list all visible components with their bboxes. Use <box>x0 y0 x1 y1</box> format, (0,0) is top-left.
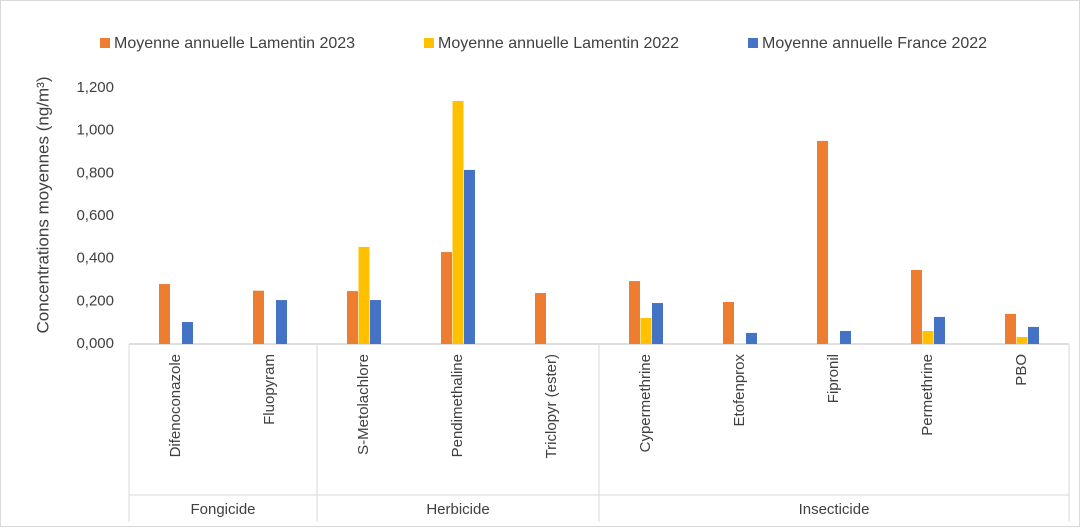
legend-swatch <box>748 38 758 48</box>
x-tick-label: Fipronil <box>825 354 842 403</box>
bar <box>253 290 264 344</box>
y-tick-label: 0,000 <box>76 335 114 352</box>
legend-label: Moyenne annuelle France 2022 <box>762 35 987 52</box>
x-tick-label: S-Metolachlore <box>355 354 372 455</box>
y-tick-label: 1,000 <box>76 122 114 139</box>
bar <box>464 169 475 344</box>
x-tick-label: PBO <box>1013 354 1030 386</box>
y-tick-label: 0,600 <box>76 207 114 224</box>
legend-label: Moyenne annuelle Lamentin 2023 <box>114 35 355 52</box>
x-tick-label: Triclopyr (ester) <box>543 354 560 458</box>
bar <box>840 330 851 344</box>
bar <box>276 300 287 344</box>
bar <box>358 246 370 344</box>
bar <box>347 291 358 344</box>
bar <box>746 332 757 344</box>
bar <box>452 101 464 344</box>
bar <box>182 322 193 344</box>
y-tick-label: 1,200 <box>76 79 114 96</box>
bar <box>640 317 652 344</box>
y-tick-label: 0,200 <box>76 292 114 309</box>
bar <box>817 140 828 344</box>
bar <box>1028 326 1039 344</box>
x-tick-label: Difenoconazole <box>167 354 184 457</box>
x-tick-label: Cypermethrine <box>637 354 654 452</box>
bar <box>1005 313 1016 344</box>
bar <box>911 269 922 344</box>
bar <box>652 303 663 344</box>
bar <box>934 316 945 344</box>
y-tick-label: 0,400 <box>76 250 114 267</box>
bar <box>629 281 640 344</box>
x-tick-label: Fluopyram <box>261 354 278 425</box>
legend-label: Moyenne annuelle Lamentin 2022 <box>438 35 679 52</box>
x-tick-label: Pendimethaline <box>449 354 466 457</box>
group-label: Insecticide <box>799 501 870 518</box>
x-tick-label: Etofenprox <box>731 354 748 427</box>
group-label: Herbicide <box>426 501 489 518</box>
y-axis-label: Concentrations moyennes (ng/m³) <box>33 76 52 333</box>
bar <box>535 293 546 344</box>
bar <box>370 300 381 344</box>
bar <box>922 330 934 344</box>
group-label: Fongicide <box>190 501 255 518</box>
bar <box>159 284 170 344</box>
bar <box>1016 336 1028 344</box>
legend-swatch <box>100 38 110 48</box>
y-tick-label: 0,800 <box>76 164 114 181</box>
bar <box>723 301 734 344</box>
legend-swatch <box>424 38 434 48</box>
x-tick-label: Permethrine <box>919 354 936 436</box>
bar <box>441 252 452 344</box>
